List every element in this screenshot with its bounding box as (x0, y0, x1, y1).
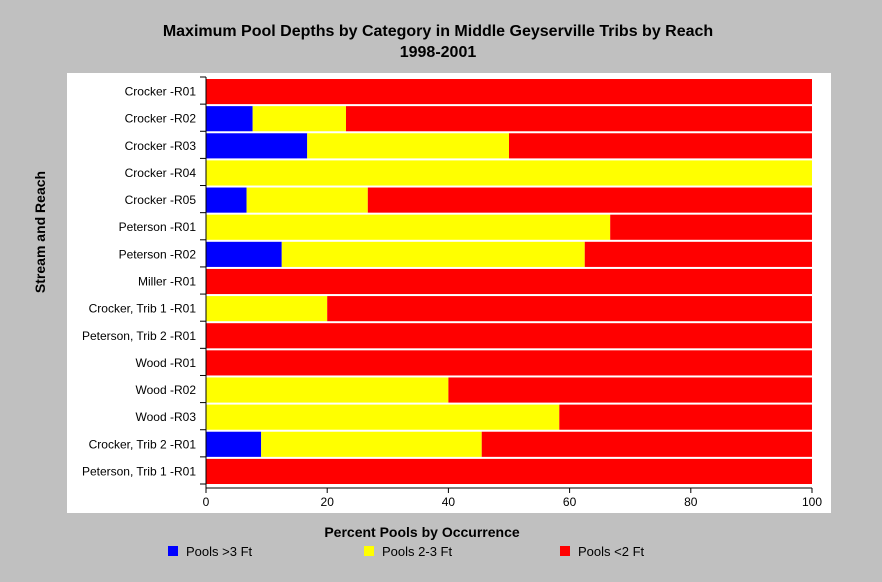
axes-group (200, 76, 812, 489)
chart-title: Maximum Pool Depths by Category in Middl… (163, 23, 713, 40)
category-label-2: Crocker -R03 (125, 139, 197, 153)
category-label-11: Wood -R02 (136, 383, 197, 397)
category-label-12: Wood -R03 (136, 410, 197, 424)
bar-segment-13-0 (206, 431, 262, 457)
bar-segment-3-1 (206, 160, 812, 186)
bar-segment-9-2 (206, 323, 812, 349)
category-label-5: Peterson -R01 (119, 220, 197, 234)
legend-swatch-0 (168, 546, 178, 556)
bar-segment-4-0 (206, 187, 247, 213)
category-label-4: Crocker -R05 (125, 193, 197, 207)
bar-segment-13-2 (481, 431, 812, 457)
bar-segment-6-0 (206, 241, 282, 267)
bar-segment-11-2 (448, 377, 812, 403)
category-label-6: Peterson -R02 (119, 247, 197, 261)
bar-segment-1-0 (206, 106, 253, 132)
x-tick-label-5: 100 (802, 495, 822, 509)
category-label-14: Peterson, Trib 1 -R01 (82, 464, 196, 478)
x-tick-label-0: 0 (203, 495, 210, 509)
bars-group (206, 79, 812, 484)
bar-segment-5-2 (610, 214, 812, 240)
bar-segment-7-2 (206, 268, 812, 295)
chart-subtitle: 1998-2001 (400, 44, 477, 61)
bar-segment-6-1 (281, 241, 585, 267)
x-tick-label-1: 20 (321, 495, 335, 509)
legend-swatch-1 (364, 546, 374, 556)
x-axis-title: Percent Pools by Occurrence (324, 524, 520, 540)
bar-segment-14-2 (206, 458, 812, 484)
x-tick-label-3: 60 (563, 495, 577, 509)
bar-segment-13-1 (261, 431, 482, 457)
bar-segment-2-2 (509, 133, 812, 159)
x-tick-labels: 0 20 40 60 80 100 (203, 488, 822, 509)
legend-swatch-2 (560, 546, 570, 556)
bar-segment-1-1 (252, 106, 346, 132)
bar-segment-8-1 (206, 296, 328, 322)
x-tick-label-4: 80 (684, 495, 698, 509)
bar-segment-10-2 (206, 350, 812, 376)
category-label-9: Peterson, Trib 2 -R01 (82, 329, 196, 343)
bar-segment-2-0 (206, 133, 308, 159)
x-tick-label-2: 40 (442, 495, 456, 509)
bar-segment-11-1 (206, 377, 449, 403)
category-labels: Crocker -R01 Crocker -R02 Crocker -R03 Croc… (82, 85, 196, 479)
legend-label-2: Pools <2 Ft (578, 544, 645, 559)
bar-segment-8-2 (327, 296, 812, 322)
legend: Pools >3 Ft Pools 2-3 Ft Pools <2 Ft (168, 544, 645, 559)
legend-label-1: Pools 2-3 Ft (382, 544, 452, 559)
category-label-1: Crocker -R02 (125, 112, 197, 126)
bar-segment-6-2 (584, 241, 812, 267)
category-label-10: Wood -R01 (136, 356, 197, 370)
category-label-3: Crocker -R04 (125, 166, 197, 180)
bar-segment-4-2 (367, 187, 812, 213)
bar-segment-4-1 (246, 187, 368, 213)
bar-segment-2-1 (307, 133, 509, 159)
bar-segment-12-1 (206, 404, 560, 430)
legend-label-0: Pools >3 Ft (186, 544, 253, 559)
bar-segment-5-1 (206, 214, 611, 240)
category-label-7: Miller -R01 (138, 275, 196, 289)
category-label-8: Crocker, Trib 1 -R01 (89, 302, 197, 316)
category-label-0: Crocker -R01 (125, 85, 197, 99)
bar-segment-12-2 (559, 404, 812, 430)
bar-segment-1-2 (345, 106, 812, 132)
y-axis-title: Stream and Reach (32, 171, 48, 293)
category-label-13: Crocker, Trib 2 -R01 (89, 437, 197, 451)
bar-segment-0-2 (206, 79, 812, 105)
